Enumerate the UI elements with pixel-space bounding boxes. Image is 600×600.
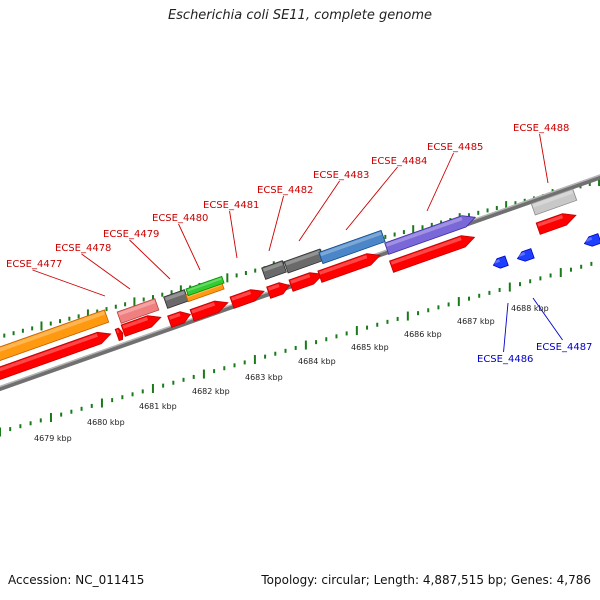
feature-layer bbox=[0, 188, 600, 391]
cds-arrow bbox=[288, 272, 324, 292]
gene-callout-line bbox=[426, 152, 454, 212]
gene-label-forward: ECSE_4481 bbox=[203, 200, 259, 211]
accession-text: Accession: NC_011415 bbox=[8, 573, 145, 587]
reverse-cds-arrow bbox=[492, 255, 509, 269]
gene-dark-gray bbox=[163, 289, 189, 309]
reverse-cds-arrow bbox=[583, 233, 600, 247]
callout-layer: ECSE_4477 ECSE_4478 ECSE_4479 ECSE_4480 ECSE… bbox=[6, 123, 592, 365]
cds-arrow bbox=[535, 213, 577, 235]
scale-label-layer: 4679 kbp 4680 kbp 4681 kbp 4682 kbp 4683 kbp… bbox=[34, 304, 549, 443]
scale-label: 4688 kbp bbox=[511, 304, 549, 313]
gene-label-reverse: ECSE_4487 bbox=[536, 342, 592, 353]
cds-arrow bbox=[114, 327, 124, 342]
gene-label-forward: ECSE_4478 bbox=[55, 243, 111, 254]
gene-label-forward: ECSE_4483 bbox=[313, 170, 369, 181]
gene-pink bbox=[116, 298, 160, 324]
gene-label-forward: ECSE_4479 bbox=[103, 229, 159, 240]
gene-callout-line bbox=[532, 297, 563, 341]
cds-arrow bbox=[266, 282, 291, 299]
cds-arrow bbox=[229, 289, 265, 309]
scale-label: 4681 kbp bbox=[139, 402, 177, 411]
gene-green bbox=[185, 275, 225, 297]
gene-callout-line bbox=[32, 269, 106, 297]
cds-arrow bbox=[389, 235, 476, 273]
gene-label-forward: ECSE_4488 bbox=[513, 123, 569, 134]
gene-callout-line bbox=[81, 253, 131, 290]
gene-callout-line bbox=[178, 223, 201, 271]
map-title: Escherichia coli SE11, complete genome bbox=[167, 8, 433, 23]
tick-layer bbox=[0, 177, 600, 437]
gene-callout-line bbox=[229, 210, 238, 259]
gene-dark-gray bbox=[261, 260, 287, 280]
cds-arrow bbox=[120, 315, 162, 337]
cds-arrow bbox=[167, 311, 192, 328]
gene-purple bbox=[384, 215, 477, 255]
gene-label-forward: ECSE_4482 bbox=[257, 185, 313, 196]
gene-label-forward: ECSE_4480 bbox=[152, 213, 208, 224]
scale-label: 4683 kbp bbox=[245, 373, 283, 382]
gene-dark-gray bbox=[283, 248, 325, 274]
gene-light-gray bbox=[530, 188, 578, 216]
cds-arrow bbox=[317, 253, 382, 283]
scale-label: 4687 kbp bbox=[457, 317, 495, 326]
scale-label: 4680 kbp bbox=[87, 418, 125, 427]
gene-callout-line bbox=[345, 166, 398, 231]
scale-label: 4686 kbp bbox=[404, 330, 442, 339]
cds-arrow bbox=[0, 331, 112, 391]
gene-callout-line bbox=[539, 133, 549, 184]
reverse-cds-arrow bbox=[516, 248, 535, 262]
scale-label: 4685 kbp bbox=[351, 343, 389, 352]
gene-callout-line bbox=[298, 180, 340, 242]
gene-label-forward: ECSE_4477 bbox=[6, 259, 62, 270]
gene-blue bbox=[318, 229, 386, 265]
cds-arrow bbox=[189, 300, 229, 322]
gene-callout-line bbox=[129, 239, 171, 280]
gene-orange bbox=[0, 309, 110, 363]
scale-label: 4684 kbp bbox=[298, 357, 336, 366]
gene-label-forward: ECSE_4485 bbox=[427, 142, 483, 153]
gene-callout-line bbox=[503, 302, 509, 353]
scale-label: 4679 kbp bbox=[34, 434, 72, 443]
scale-label: 4682 kbp bbox=[192, 387, 230, 396]
gene-callout-line bbox=[268, 195, 284, 252]
gene-label-reverse: ECSE_4486 bbox=[477, 354, 533, 365]
genome-summary-text: Topology: circular; Length: 4,887,515 bp… bbox=[261, 573, 591, 587]
gene-label-forward: ECSE_4484 bbox=[371, 156, 427, 167]
